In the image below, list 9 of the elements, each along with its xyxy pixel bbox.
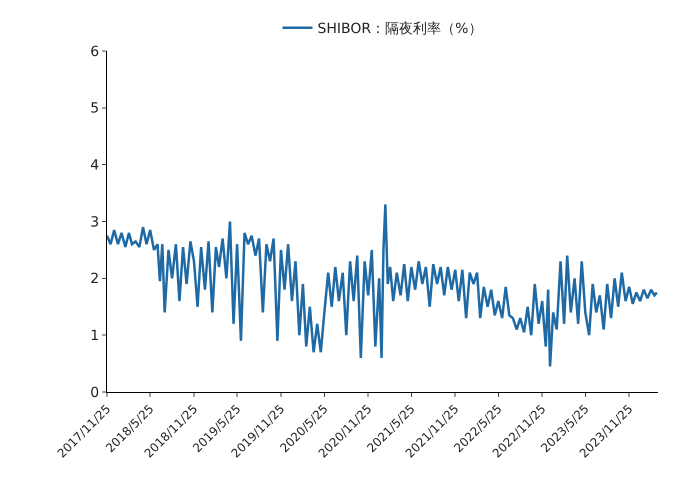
- legend-label: SHIBOR：隔夜利率（%）: [318, 21, 482, 38]
- y-tick-label: 2: [90, 271, 100, 288]
- line-series: [107, 203, 658, 368]
- y-tick-label: 3: [90, 214, 100, 230]
- y-tick-label: 4: [90, 158, 100, 174]
- y-tick-label: 6: [90, 44, 100, 60]
- y-tick-label: 5: [90, 100, 100, 117]
- y-tick-label: 0: [90, 384, 100, 401]
- y-tick-label: 1: [90, 328, 100, 344]
